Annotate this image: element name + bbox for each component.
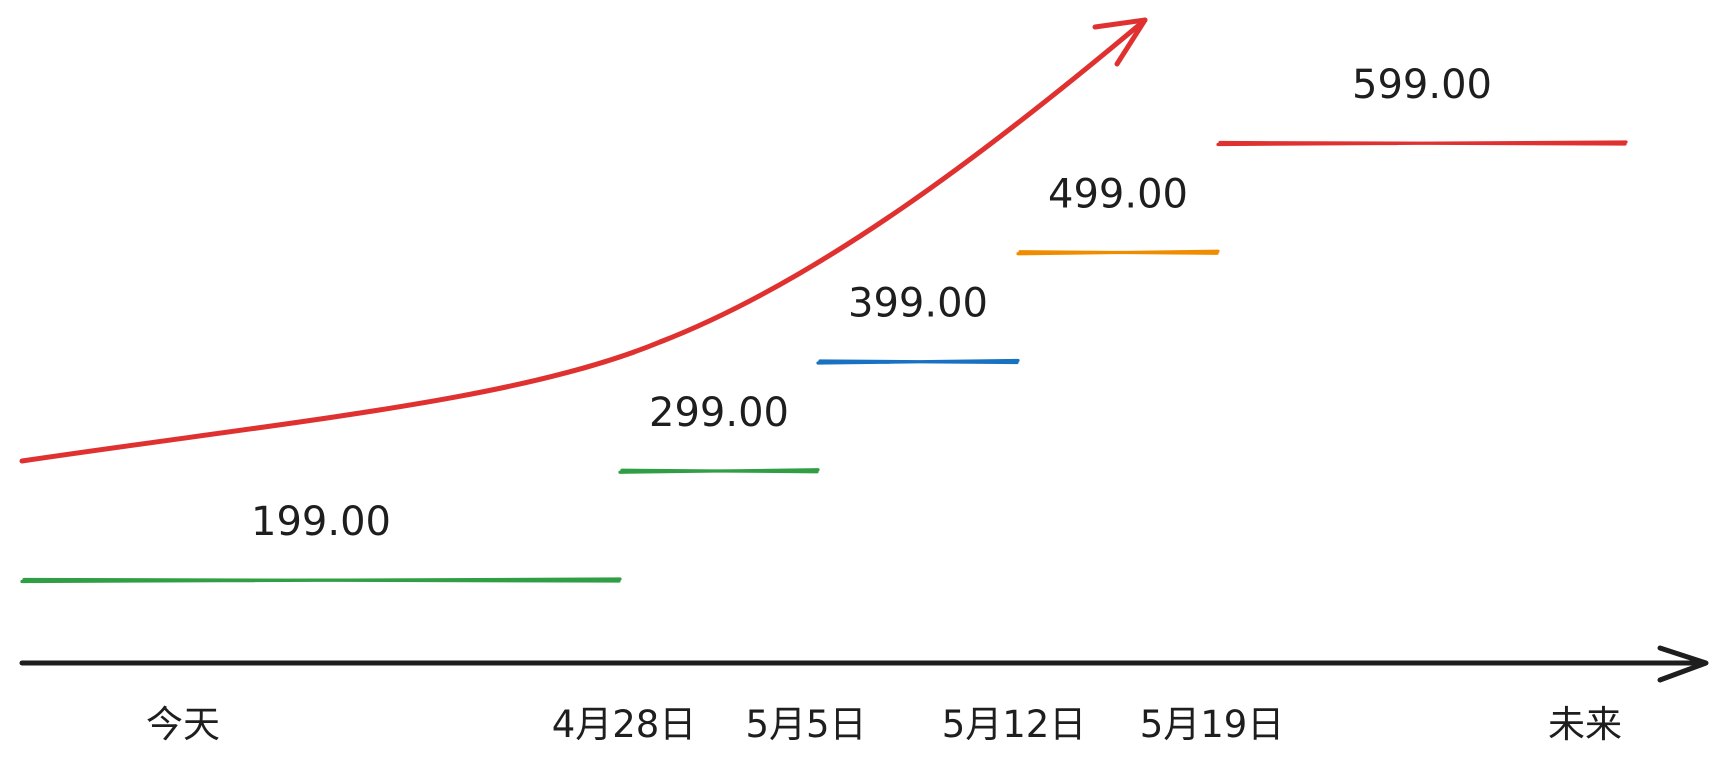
time-axis-arrowhead — [1657, 645, 1709, 683]
x-tick-label: 今天 — [146, 703, 220, 746]
trend-arrow — [19, 17, 1148, 464]
price-step-segment — [20, 577, 622, 584]
price-step-segment — [1016, 249, 1220, 256]
trend-arrowhead — [1092, 17, 1148, 67]
price-step-segment — [1216, 140, 1628, 147]
price-label: 299.00 — [649, 390, 789, 436]
price-steps — [20, 140, 1628, 584]
price-labels: 199.00 299.00 399.00 499.00 599.00 — [251, 62, 1492, 545]
time-axis — [19, 645, 1709, 683]
trend-curve — [19, 17, 1148, 464]
x-tick-label: 5月12日 — [942, 703, 1087, 746]
time-axis-ticks: 今天 4月28日 5月5日 5月12日 5月19日 未来 — [146, 703, 1622, 746]
x-tick-label: 5月19日 — [1140, 703, 1285, 746]
x-tick-label: 未来 — [1548, 703, 1622, 746]
price-label: 599.00 — [1352, 62, 1492, 108]
x-tick-label: 4月28日 — [552, 703, 697, 746]
price-label: 199.00 — [251, 499, 391, 545]
price-step-segment — [816, 358, 1020, 365]
price-label: 499.00 — [1048, 171, 1188, 217]
x-tick-label: 5月5日 — [745, 703, 866, 746]
price-label: 399.00 — [848, 281, 988, 327]
price-step-segment — [618, 468, 820, 474]
